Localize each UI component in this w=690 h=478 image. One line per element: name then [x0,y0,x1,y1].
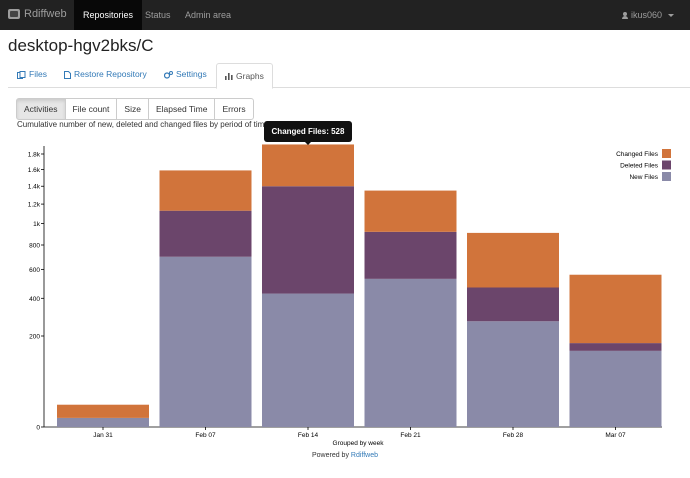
x-tick-label: Jan 31 [93,432,113,439]
y-tick-label: 400 [29,296,40,303]
bar-deleted-files [159,210,252,257]
bar-new-files [467,321,559,427]
y-tick-label: 1k [33,221,41,228]
tab-files-label: Files [29,69,47,79]
errors-button[interactable]: Errors [214,98,254,120]
rdiffweb-link[interactable]: Rdiffweb [350,452,379,459]
tab-settings-label: Settings [176,69,207,79]
y-tick-label: 1.4k [28,184,41,191]
page-title: desktop-hgv2bks/C [8,36,154,55]
bar-new-files [364,278,457,427]
top-navbar: Rdiffweb Repositories Status Admin area … [0,0,690,30]
legend-swatch [662,149,671,158]
y-tick-label: 800 [29,243,40,250]
user-menu[interactable]: ikus060 [621,0,674,30]
y-tick-label: 1.6k [28,167,41,174]
bar-new-files [569,350,662,427]
user-icon [621,11,628,19]
bar-deleted-files [467,287,559,322]
user-name: ikus060 [630,10,662,20]
bar-new-files [57,417,149,427]
y-tick-label: 1.2k [28,202,41,209]
bar-chart-icon [225,73,233,80]
tab-graphs[interactable]: Graphs [216,63,273,89]
legend-label: Changed Files [616,151,659,158]
x-tick-label: Feb 07 [195,432,216,439]
tab-settings[interactable]: Settings [156,63,215,86]
bar-deleted-files [569,343,662,351]
x-axis-label: Grouped by week [333,440,385,447]
graph-subtitle: Cumulative number of new, deleted and ch… [17,120,269,129]
gears-icon [164,70,173,79]
tab-restore-label: Restore Repository [74,69,147,79]
y-tick-label: 0 [36,425,40,432]
bar-changed-files [467,232,559,288]
legend-label: New Files [629,174,658,181]
bar-new-files [159,256,252,427]
x-tick-label: Feb 28 [503,432,524,439]
y-tick-label: 200 [29,334,40,341]
files-icon [17,70,26,79]
bar-new-files [262,293,354,427]
x-tick-label: Feb 14 [298,432,319,439]
caret-down-icon [668,13,674,17]
document-icon [64,70,71,79]
y-tick-label: 600 [29,267,40,274]
bar-changed-files [364,190,457,232]
bar-changed-files [57,404,149,418]
y-tick-label: 1.8k [28,152,41,159]
legend-label: Deleted Files [620,163,659,170]
bar-deleted-files [262,186,354,294]
nav-status[interactable]: Status [145,10,171,20]
tab-restore-repository[interactable]: Restore Repository [56,63,155,86]
nav-repositories[interactable]: Repositories [74,0,143,30]
repo-tabs: Files Restore Repository Settings Graphs [8,63,690,89]
chart-tooltip: Changed Files: 528 [264,121,352,145]
nav-admin-area[interactable]: Admin area [185,10,232,20]
powered-by-text: Powered by [311,452,349,459]
legend-swatch [662,160,671,170]
brand[interactable]: Rdiffweb [8,8,67,20]
x-tick-label: Feb 21 [400,432,421,439]
graph-type-buttons: Activities File count Size Elapsed Time … [16,98,254,120]
bar-deleted-files [364,231,457,279]
tab-graphs-label: Graphs [236,71,264,81]
legend-swatch [662,172,671,181]
bar-changed-files [569,274,662,344]
bar-changed-files [159,170,252,211]
brand-label: Rdiffweb [24,8,67,20]
rdiffweb-logo-icon [8,9,20,19]
x-tick-label: Mar 07 [605,432,626,439]
bar-changed-files [262,144,354,187]
tab-files[interactable]: Files [9,63,55,86]
elapsed-time-button[interactable]: Elapsed Time [147,98,216,120]
footer: Powered by Rdiffweb [0,452,690,459]
